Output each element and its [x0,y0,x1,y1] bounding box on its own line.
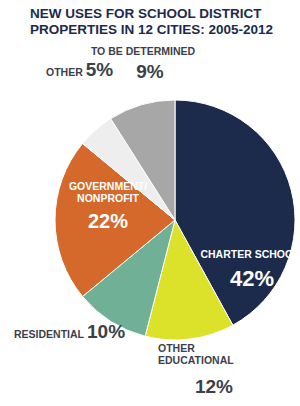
html-text:NEW USES FOR SCHOOL DISTRICT P: NEW USES FOR SCHOOL DISTRICT PROPERTIES … [30,6,274,37]
svg-text:OTHEREDUCATIONAL: OTHEREDUCATIONAL [158,342,234,366]
svg-text:CHARTER SCHOOL: CHARTER SCHOOL [200,248,292,260]
svg-text:42%: 42% [230,266,274,291]
svg-text:RESIDENTIAL10%: RESIDENTIAL10% [14,321,125,342]
svg-text:9%: 9% [136,61,164,82]
svg-text:TO BE DETERMINED: TO BE DETERMINED [91,45,196,57]
svg-text:GOVERNMENT/NONPROFIT: GOVERNMENT/NONPROFIT [69,180,147,204]
svg-text:22%: 22% [88,210,128,232]
svg-text:OTHER5%: OTHER5% [46,59,113,80]
svg-text:12%: 12% [195,376,233,397]
